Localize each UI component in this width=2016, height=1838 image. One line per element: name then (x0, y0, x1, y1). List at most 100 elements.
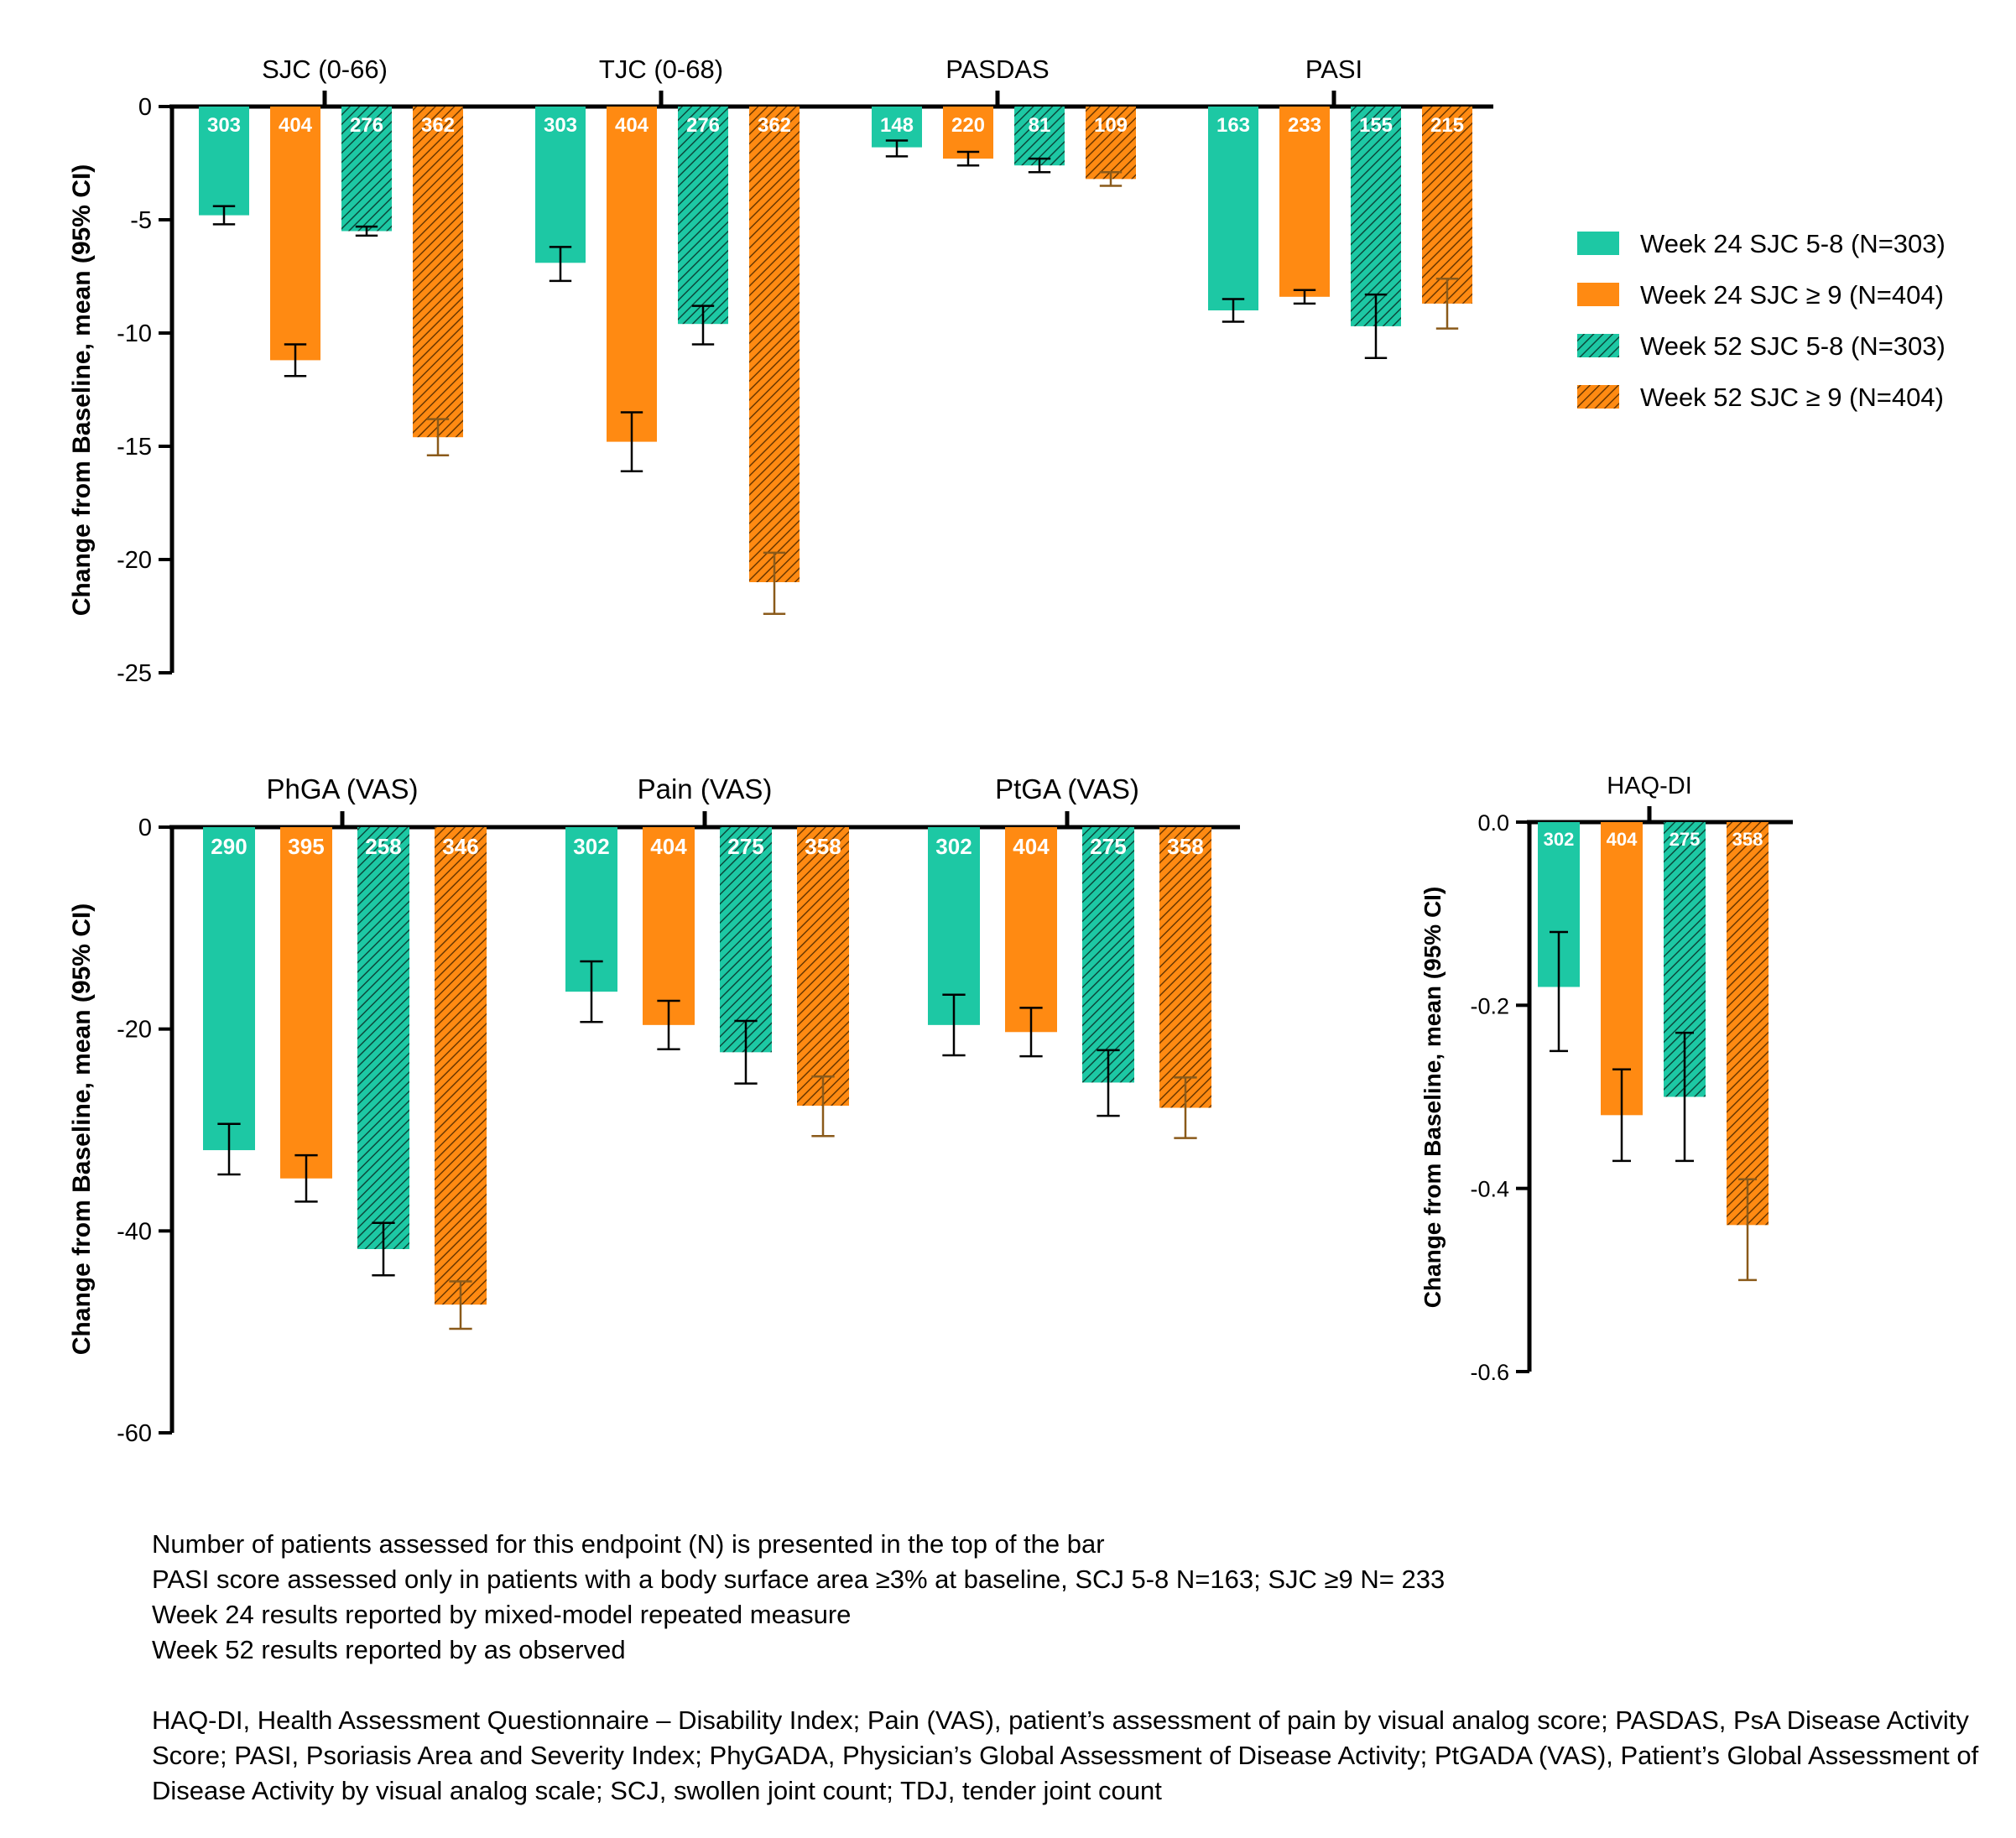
bar-w52-sjc5-8 (1351, 107, 1401, 326)
y-tick-label: -0.2 (1470, 993, 1509, 1018)
bar-w52-sjc5-8 (720, 827, 772, 1053)
legend-label: Week 52 SJC ≥ 9 (N=404) (1640, 383, 1944, 412)
footnotes: Number of patients assessed for this end… (152, 1527, 1998, 1809)
group-label: HAQ-DI (1607, 773, 1692, 799)
bar-w24-sjc5-8 (535, 107, 586, 263)
group-label: PhGA (VAS) (267, 773, 419, 804)
bar-w52-sjc9 (749, 107, 800, 582)
chart-panel-top: 0 -5 -10 -15 -20 -25 Change from Baseline, mea… (68, 55, 1493, 687)
legend-label: Week 24 SJC 5-8 (N=303) (1640, 229, 1946, 258)
bar-w52-sjc5-8 (1014, 107, 1065, 166)
y-axis-label: Change from Baseline, mean (95% CI) (1420, 887, 1446, 1309)
group-label: PASI (1305, 55, 1362, 84)
footnote-line: Week 52 results reported by as observed (152, 1635, 626, 1664)
results-figure: 0 -5 -10 -15 -20 -25 Change from Baseline, mea… (68, 55, 1946, 1443)
group-label: TJC (0-68) (599, 55, 723, 84)
bar-n-label: 290 (211, 834, 247, 859)
bar-n-label: 362 (758, 114, 791, 137)
bar-n-label: 404 (650, 834, 687, 859)
bar-n-label: 358 (805, 834, 841, 859)
bar-n-label: 258 (365, 834, 401, 859)
bar-w24-sjc5-8 (199, 107, 249, 216)
bar-n-label: 275 (727, 834, 763, 859)
y-tick-label: -0.4 (1470, 1177, 1509, 1202)
bar-n-label: 303 (544, 114, 577, 137)
bar-n-label: 303 (207, 114, 241, 137)
bar-w24-sjc5-8 (1208, 107, 1258, 310)
y-tick-label: -10 (117, 320, 152, 347)
bar-n-label: 302 (935, 834, 972, 859)
bar-w24-sjc9 (1601, 822, 1643, 1116)
bar-n-label: 276 (350, 114, 383, 137)
bar-n-label: 404 (1013, 834, 1050, 859)
y-tick-label: -5 (130, 207, 152, 234)
bar-w52-sjc5-8 (678, 107, 728, 325)
bar-n-label: 395 (288, 834, 324, 859)
chart-panel-bottom-left: 0 -20 -40 -60 Change from Baseline, mean (95… (68, 773, 1240, 1443)
legend-label: Week 24 SJC ≥ 9 (N=404) (1640, 280, 1944, 310)
legend-swatch (1577, 334, 1619, 357)
bar-n-label: 109 (1094, 114, 1128, 137)
bar-n-label: 302 (1544, 829, 1575, 850)
y-tick-label: -15 (117, 434, 152, 461)
bar-n-label: 275 (1670, 829, 1701, 850)
group-label: Pain (VAS) (638, 773, 773, 804)
group-label: PtGA (VAS) (995, 773, 1139, 804)
bar-w52-sjc5-8 (1082, 827, 1134, 1083)
y-tick-label: 0 (138, 94, 152, 121)
bar-n-label: 163 (1216, 114, 1250, 137)
y-tick-label: -40 (117, 1218, 152, 1245)
y-axis-label: Change from Baseline, mean (95% CI) (68, 164, 96, 616)
bar-w52-sjc5-8 (357, 827, 409, 1249)
bar-w24-sjc9 (607, 107, 657, 442)
bar-w24-sjc5-8 (928, 827, 980, 1025)
bar-n-label: 220 (951, 114, 985, 137)
bar-w52-sjc9 (413, 107, 463, 438)
group-label: PASDAS (945, 55, 1049, 84)
footnote-line: Number of patients assessed for this end… (152, 1529, 1105, 1559)
abbreviations-text: HAQ-DI, Health Assessment Questionnaire … (152, 1705, 1979, 1805)
bar-n-label: 155 (1359, 114, 1393, 137)
bar-w24-sjc9 (943, 107, 993, 159)
footnote-line: Week 24 results reported by mixed-model … (152, 1600, 852, 1629)
bar-w24-sjc9 (643, 827, 695, 1025)
bar-w52-sjc9 (1422, 107, 1472, 304)
bar-n-label: 276 (686, 114, 720, 137)
y-tick-label: -20 (117, 1017, 152, 1044)
y-tick-label: -25 (117, 660, 152, 687)
chart-legend: Week 24 SJC 5-8 (N=303) Week 24 SJC ≥ 9 (… (1577, 229, 1946, 412)
bar-n-label: 404 (279, 114, 313, 137)
legend-swatch (1577, 385, 1619, 409)
y-tick-label: 0.0 (1477, 810, 1509, 836)
bar-w52-sjc9 (1086, 107, 1136, 180)
y-axis-label: Change from Baseline, mean (95% CI) (68, 903, 96, 1355)
legend-label: Week 52 SJC 5-8 (N=303) (1640, 331, 1946, 361)
group-label: SJC (0-66) (262, 55, 388, 84)
legend-swatch (1577, 283, 1619, 306)
bar-w24-sjc5-8 (203, 827, 255, 1151)
bar-n-label: 358 (1167, 834, 1203, 859)
bar-w24-sjc9 (280, 827, 332, 1179)
y-tick-label: -0.6 (1470, 1360, 1509, 1385)
bar-w24-sjc9 (270, 107, 320, 361)
bar-n-label: 215 (1430, 114, 1464, 137)
legend-swatch (1577, 232, 1619, 255)
bar-w24-sjc9 (1279, 107, 1330, 297)
bar-w52-sjc9 (1727, 822, 1769, 1226)
bar-n-label: 81 (1029, 114, 1051, 137)
bar-w52-sjc5-8 (341, 107, 392, 232)
bar-n-label: 302 (573, 834, 609, 859)
bar-n-label: 358 (1732, 829, 1763, 850)
bar-w24-sjc9 (1005, 827, 1057, 1033)
bar-w52-sjc9 (797, 827, 849, 1106)
y-tick-label: -60 (117, 1420, 152, 1443)
y-tick-label: -20 (117, 547, 152, 574)
footnote-line: PASI score assessed only in patients wit… (152, 1565, 1446, 1594)
bar-n-label: 233 (1288, 114, 1321, 137)
chart-panel-haq-di: 0.0 -0.2 -0.4 -0.6 Change from Baseline, mea… (1420, 773, 1793, 1385)
bar-n-label: 404 (1607, 829, 1638, 850)
bar-n-label: 275 (1090, 834, 1126, 859)
bar-n-label: 362 (421, 114, 455, 137)
bar-n-label: 404 (615, 114, 649, 137)
bar-w52-sjc9 (1159, 827, 1211, 1108)
